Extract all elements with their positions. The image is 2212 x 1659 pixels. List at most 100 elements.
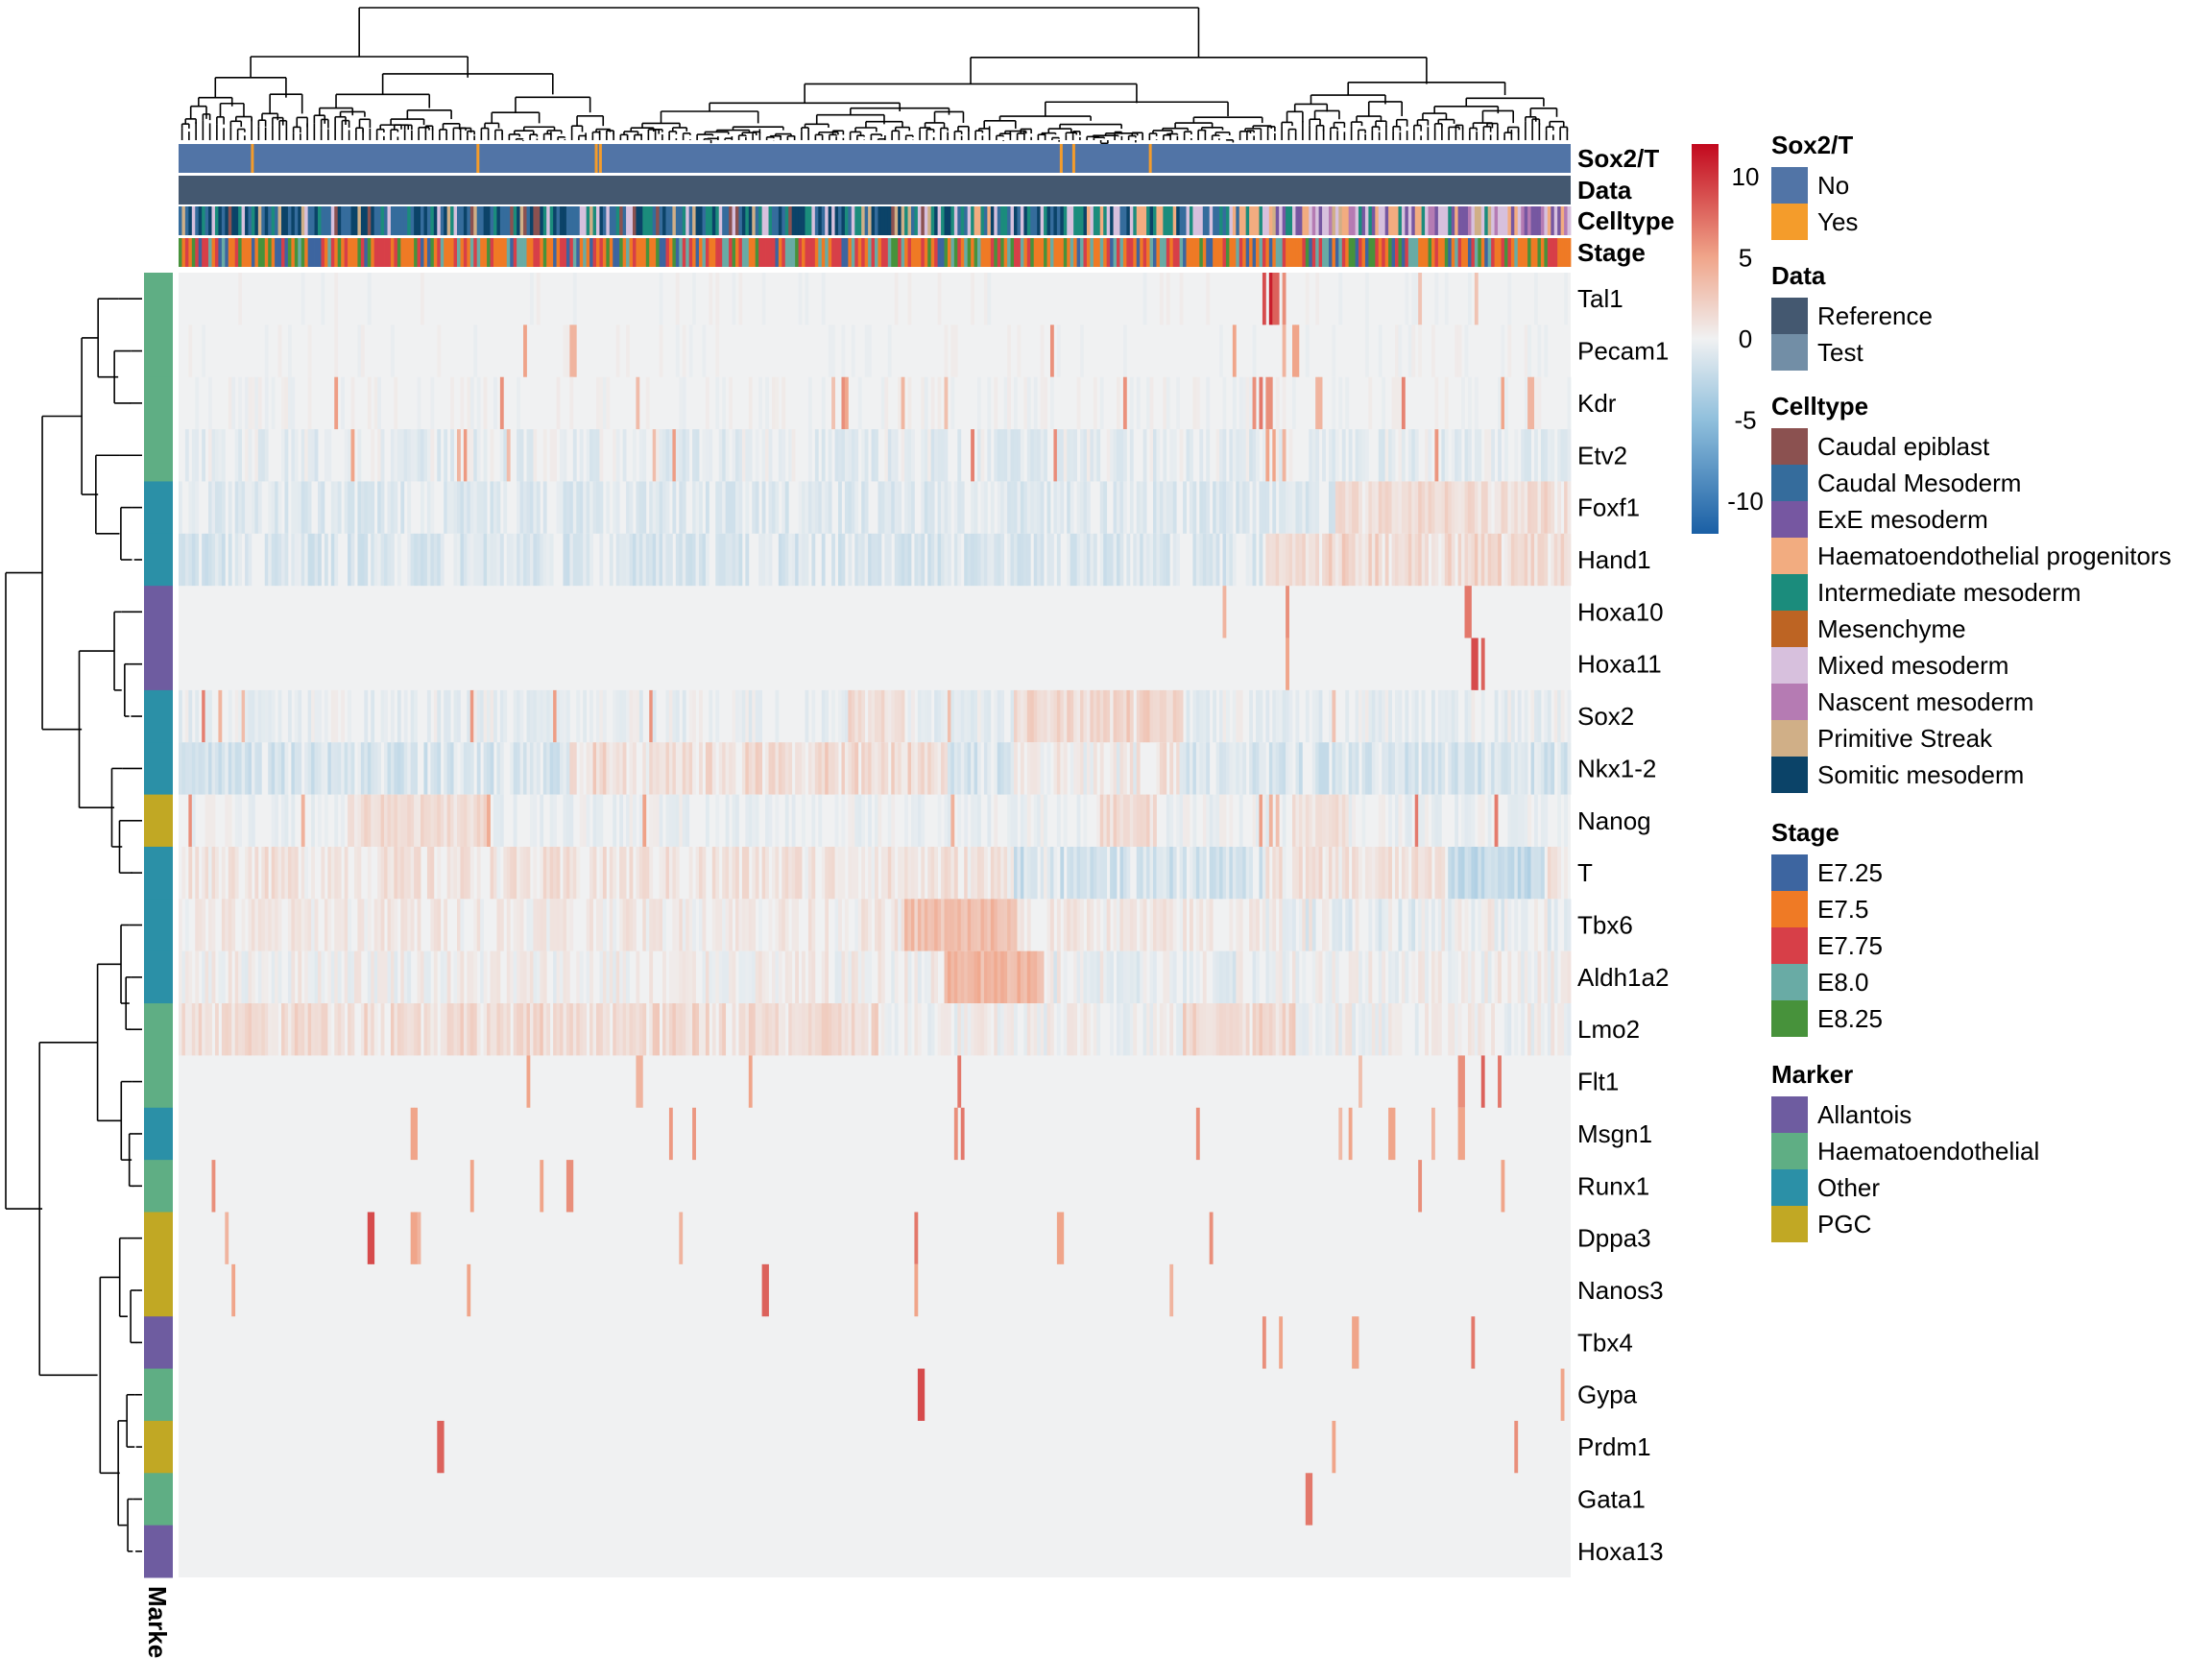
annot-celltype-cell	[397, 206, 401, 235]
heat-cell	[699, 481, 703, 534]
heat-cell	[802, 742, 805, 795]
heat-cell	[781, 376, 786, 430]
heat-cell	[950, 325, 955, 377]
heat-cell	[758, 376, 763, 430]
heat-cell	[450, 742, 454, 795]
heat-cell	[688, 742, 693, 795]
heat-cell	[679, 794, 684, 847]
heat-cell	[937, 429, 942, 482]
heat-cell	[781, 742, 786, 795]
annot-stage-cell	[324, 238, 328, 267]
heat-cell	[1298, 533, 1303, 587]
heat-cell	[1315, 429, 1320, 482]
heat-cell	[1209, 1212, 1214, 1264]
annot-celltype-cell	[198, 206, 203, 235]
heat-cell	[960, 1003, 965, 1056]
annot-celltype-cell	[1189, 206, 1193, 235]
heat-cell	[1017, 846, 1022, 900]
heat-cell	[321, 846, 325, 900]
heat-cell	[1567, 533, 1572, 587]
heat-cell	[907, 742, 912, 795]
heat-cell	[1338, 1003, 1343, 1056]
annot-celltype-cell	[802, 206, 805, 235]
heat-cell	[652, 794, 657, 847]
heat-cell	[390, 429, 395, 482]
heat-cell	[1142, 1003, 1147, 1056]
heat-cell	[868, 846, 872, 900]
heat-cell	[218, 533, 223, 587]
heat-cell	[1384, 481, 1389, 534]
heat-cell	[1467, 794, 1472, 847]
heat-cell	[1195, 950, 1200, 1004]
heat-cell	[1345, 481, 1350, 534]
annot-celltype-cell	[834, 206, 839, 235]
heat-cell	[1103, 899, 1108, 951]
annot-stage-cell	[517, 238, 520, 267]
annot-stage-cell	[934, 238, 938, 267]
heat-cell	[675, 689, 680, 743]
heat-cell	[898, 533, 902, 587]
annot-celltype-cell	[1358, 206, 1362, 235]
heat-cell	[254, 899, 259, 951]
heat-cell	[1053, 481, 1058, 534]
heat-cell	[1428, 846, 1432, 900]
heat-cell	[1441, 899, 1446, 951]
heat-cell	[407, 533, 412, 587]
annot-celltype-cell	[264, 206, 269, 235]
heat-cell	[397, 846, 401, 900]
annot-stage-cell	[1352, 238, 1356, 267]
heat-cell	[1046, 481, 1051, 534]
heat-cell	[636, 533, 640, 587]
heat-cell	[1305, 1473, 1310, 1526]
heat-cell	[560, 689, 564, 743]
annot-stage-cell	[1411, 238, 1416, 267]
heat-cell	[1286, 689, 1289, 743]
heat-cell	[1537, 950, 1542, 1004]
heat-cell	[294, 533, 299, 587]
heat-cell	[615, 689, 620, 743]
annot-celltype-cell	[1259, 206, 1263, 235]
annot-stage-cell	[503, 238, 508, 267]
heat-cell	[360, 742, 365, 795]
heat-cell	[791, 794, 796, 847]
heat-cell	[1215, 429, 1220, 482]
heat-cell	[788, 950, 793, 1004]
heat-cell	[1183, 481, 1187, 534]
heat-cell	[1530, 533, 1535, 587]
annot-stage-cell	[586, 238, 590, 267]
heat-cell	[921, 481, 926, 534]
heat-cell	[440, 794, 445, 847]
heat-cell	[1292, 325, 1296, 377]
heat-cell	[1037, 950, 1042, 1004]
annot-stage-cell	[364, 238, 369, 267]
heat-cell	[202, 1003, 206, 1056]
heat-cell	[656, 1003, 660, 1056]
heat-cell	[891, 846, 896, 900]
heat-cell	[414, 533, 418, 587]
heat-cell	[695, 1003, 700, 1056]
heat-cell	[645, 533, 650, 587]
heat-cell	[1411, 846, 1416, 900]
heat-cell	[453, 742, 458, 795]
heat-cell	[314, 950, 319, 1004]
heat-cell	[1431, 794, 1435, 847]
heat-cell	[1451, 742, 1455, 795]
heat-cell	[1322, 429, 1326, 482]
heat-cell	[556, 1003, 561, 1056]
heat-cell	[1388, 742, 1392, 795]
heat-cell	[1179, 273, 1184, 325]
heat-cell	[957, 1055, 962, 1108]
heat-cell	[1179, 794, 1184, 847]
heat-cell	[679, 429, 684, 482]
heat-cell	[184, 533, 189, 587]
heat-cell	[1348, 533, 1353, 587]
annot-stage-cell	[1311, 238, 1316, 267]
heat-cell	[1567, 481, 1572, 534]
heat-cell	[844, 429, 849, 482]
annot-stage-cell	[983, 238, 988, 267]
heat-cell	[622, 533, 627, 587]
heat-cell	[1090, 899, 1094, 951]
heat-cell	[1179, 429, 1184, 482]
annot-celltype-cell	[1219, 206, 1223, 235]
legend-item-label: Intermediate mesoderm	[1817, 578, 2081, 607]
